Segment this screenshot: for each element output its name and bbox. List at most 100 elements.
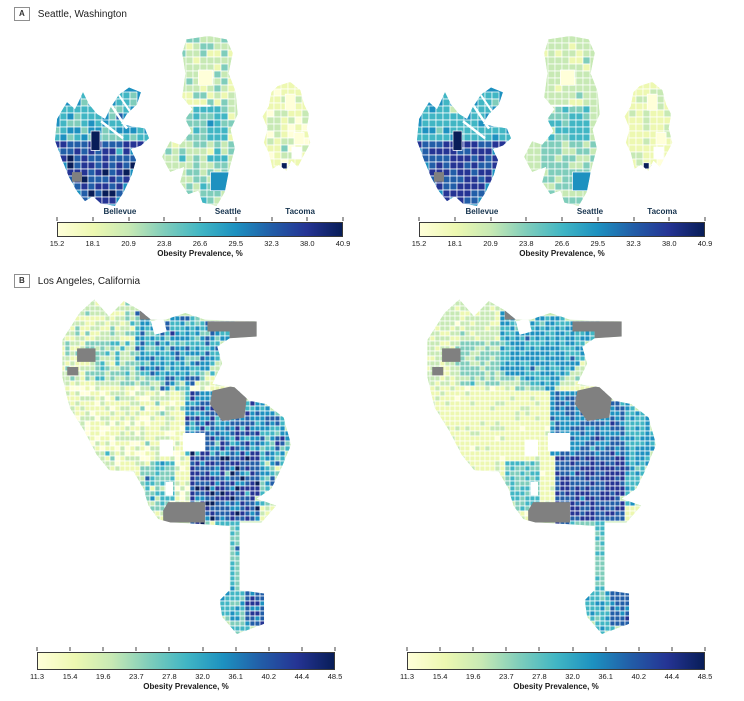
census-tract xyxy=(190,456,195,461)
census-tract xyxy=(100,356,105,361)
census-tract xyxy=(255,416,260,421)
census-tract xyxy=(65,376,70,381)
census-tract xyxy=(186,64,193,71)
census-tract xyxy=(175,411,180,416)
census-tract xyxy=(175,461,180,466)
census-tract xyxy=(235,466,240,471)
census-tract xyxy=(485,141,492,148)
census-tract xyxy=(605,456,610,461)
census-tract xyxy=(435,381,440,386)
census-tract xyxy=(540,441,545,446)
census-tract xyxy=(175,386,180,391)
colorbar-legend: Bellevue Seattle Tacoma 15.2 18.1 20.9 23.8 26.… xyxy=(50,207,351,263)
census-tract xyxy=(576,148,583,155)
census-tract xyxy=(116,190,123,197)
census-tract xyxy=(274,110,281,117)
census-tract xyxy=(475,401,480,406)
census-tract xyxy=(465,396,470,401)
census-tract xyxy=(555,106,562,113)
census-tract xyxy=(545,421,550,426)
census-tract xyxy=(250,441,255,446)
census-tract xyxy=(510,496,515,501)
census-tract xyxy=(505,391,510,396)
census-tract xyxy=(636,124,643,131)
colorbar-tick-label: 40.2 xyxy=(261,672,277,681)
census-tract xyxy=(615,511,620,516)
census-tract xyxy=(562,127,569,134)
census-tract xyxy=(90,436,95,441)
census-tract xyxy=(160,496,165,501)
census-tract xyxy=(155,346,160,351)
census-tract xyxy=(145,431,150,436)
census-tract xyxy=(186,148,193,155)
census-tract xyxy=(110,336,115,341)
census-tract xyxy=(205,426,210,431)
census-tract xyxy=(179,141,186,148)
census-tract xyxy=(480,306,485,311)
census-tract xyxy=(235,451,240,456)
census-tract xyxy=(205,346,210,351)
census-tract xyxy=(110,416,115,421)
census-tract xyxy=(207,43,214,50)
census-tract xyxy=(595,596,600,601)
census-tract xyxy=(650,124,657,131)
census-tract xyxy=(640,446,645,451)
census-tract xyxy=(74,148,81,155)
census-tract xyxy=(422,141,429,148)
census-tract xyxy=(595,546,600,551)
census-tract xyxy=(520,361,525,366)
census-tract xyxy=(600,491,605,496)
census-tract xyxy=(620,611,625,616)
census-tract xyxy=(550,426,555,431)
census-tract xyxy=(475,331,480,336)
census-tract xyxy=(105,436,110,441)
census-tract xyxy=(135,361,140,366)
census-tract xyxy=(195,496,200,501)
census-tract xyxy=(220,496,225,501)
census-tract xyxy=(125,341,130,346)
census-tract xyxy=(615,451,620,456)
census-tract xyxy=(650,436,655,441)
census-tract xyxy=(495,411,500,416)
census-tract xyxy=(610,491,615,496)
census-tract xyxy=(88,169,95,176)
census-tract xyxy=(265,446,270,451)
census-tract xyxy=(465,456,470,461)
census-tract xyxy=(250,596,255,601)
census-tract xyxy=(600,556,605,561)
census-tract xyxy=(492,141,499,148)
census-tract xyxy=(440,376,445,381)
census-tract xyxy=(480,351,485,356)
census-tract xyxy=(250,426,255,431)
census-tract xyxy=(485,386,490,391)
census-tract xyxy=(600,521,605,526)
census-tract xyxy=(135,441,140,446)
census-tract xyxy=(585,446,590,451)
census-tract xyxy=(560,496,565,501)
census-tract xyxy=(125,326,130,331)
census-tract xyxy=(590,106,597,113)
census-tract xyxy=(465,446,470,451)
census-tract xyxy=(455,381,460,386)
census-tract xyxy=(165,148,172,155)
census-tract xyxy=(180,331,185,336)
census-tract xyxy=(120,316,125,321)
census-tract xyxy=(490,441,495,446)
census-tract xyxy=(245,431,250,436)
census-tract xyxy=(480,366,485,371)
census-tract xyxy=(215,481,220,486)
census-tract xyxy=(610,476,615,481)
census-tract xyxy=(510,341,515,346)
census-tract xyxy=(605,611,610,616)
census-tract xyxy=(135,376,140,381)
census-tract xyxy=(570,376,575,381)
census-tract xyxy=(480,341,485,346)
census-tract xyxy=(562,120,569,127)
census-tract xyxy=(550,366,555,371)
census-tract xyxy=(455,366,460,371)
census-tract xyxy=(590,441,595,446)
census-tract xyxy=(555,366,560,371)
census-tract xyxy=(150,356,155,361)
census-tract xyxy=(575,361,580,366)
census-tract xyxy=(470,381,475,386)
